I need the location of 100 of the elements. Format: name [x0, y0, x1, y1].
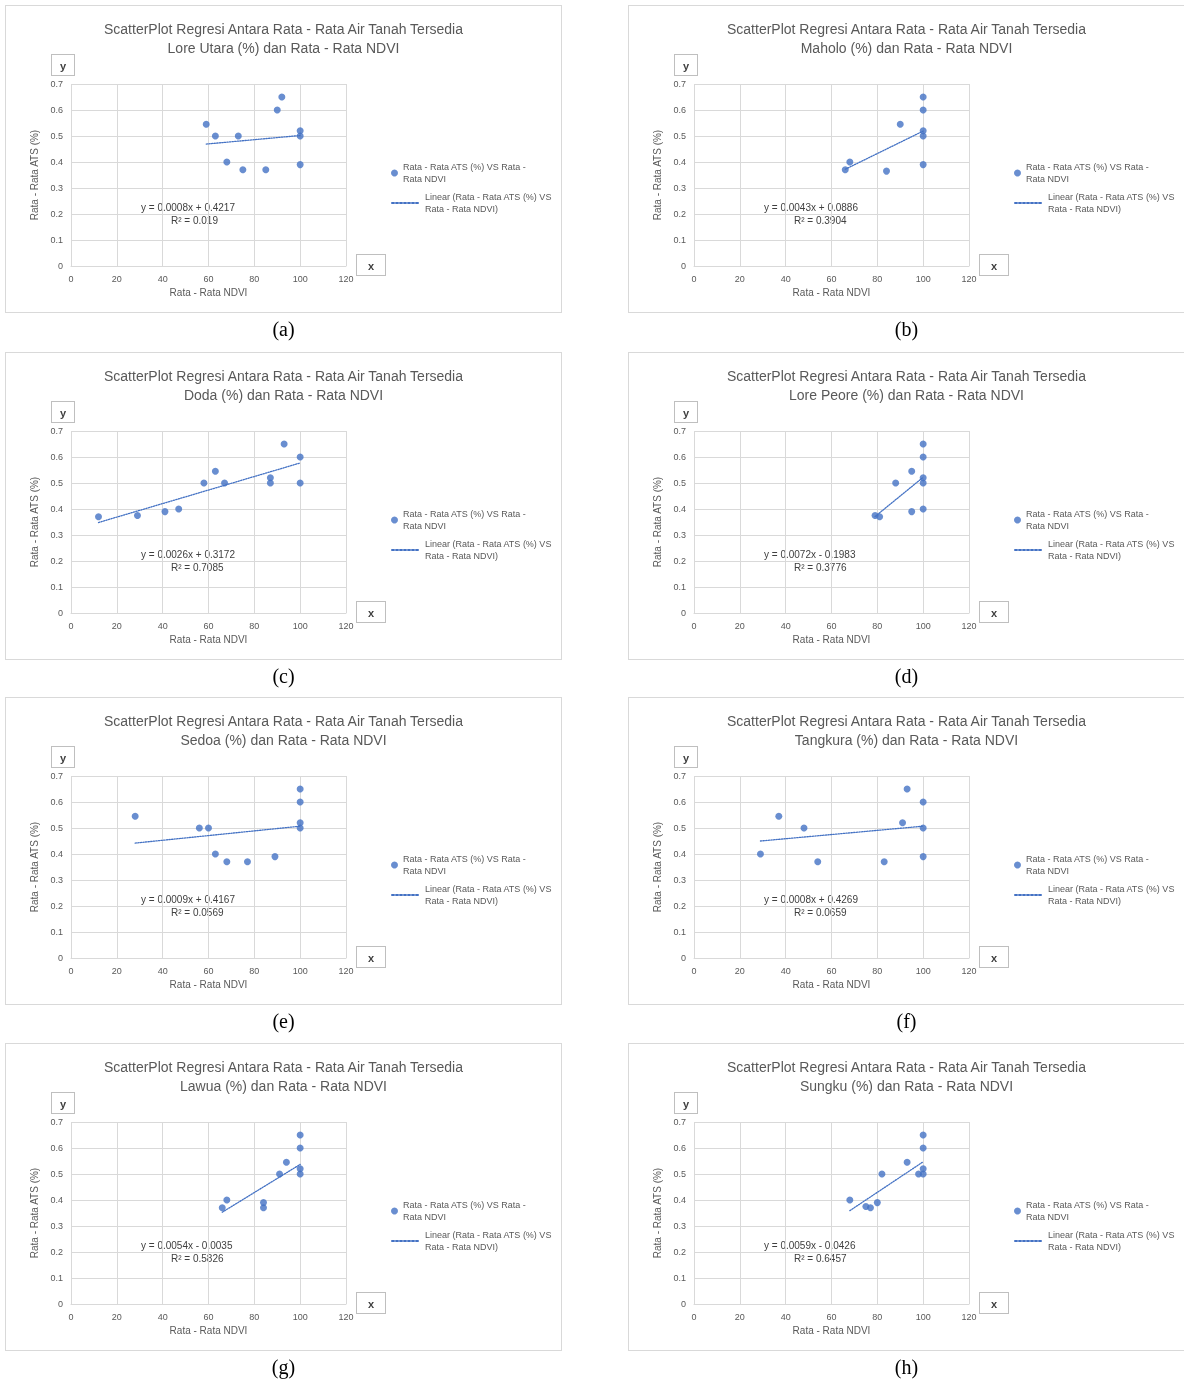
text: (b): [893, 318, 920, 341]
x-tick-label: 80: [872, 273, 883, 284]
x-tick-label: 0: [691, 1311, 697, 1322]
x-tick-label: 100: [915, 965, 931, 976]
x-axis-title: Rata - Rata NDVI: [169, 1325, 248, 1337]
x-tick-label: 60: [203, 1311, 214, 1322]
y-tick-label: 0.4: [673, 157, 686, 167]
x-tick-label: 0: [68, 620, 74, 631]
point: [919, 853, 927, 861]
point: [876, 513, 884, 521]
point: [161, 508, 169, 516]
y-tick-label: 0.7: [673, 1117, 686, 1127]
x-tick-label: 40: [780, 965, 791, 976]
y-tick-label: 0.6: [673, 452, 686, 462]
x-axis-title: Rata - Rata NDVI: [792, 979, 871, 991]
point: [841, 166, 849, 174]
x-axis-title: Rata - Rata NDVI: [792, 634, 871, 646]
x-tick-label: 20: [734, 965, 745, 976]
x-tick-label: 20: [111, 273, 122, 284]
x-tick-label: 60: [203, 965, 214, 976]
legend-label: Rata - Rata ATS (%) VS Rata - Rata NDVI: [1026, 509, 1152, 531]
legend-label: Rata - Rata ATS (%) VS Rata - Rata NDVI: [1026, 1200, 1152, 1222]
point: [756, 850, 764, 858]
text: (c): [271, 665, 296, 688]
y-tick-label: 0.2: [50, 1247, 63, 1257]
x-tick-label: 120: [961, 273, 977, 284]
x-axis-title: Rata - Rata NDVI: [169, 287, 248, 299]
y-tick-label: 0: [57, 1299, 63, 1309]
point: [880, 858, 888, 866]
y-tick-label: 0.6: [673, 797, 686, 807]
text: x: [356, 254, 386, 276]
text: x: [356, 946, 386, 968]
y-tick-label: 0.1: [673, 582, 686, 592]
y-tick-label: 0.7: [50, 426, 63, 436]
y-tick-label: 0.1: [673, 1273, 686, 1283]
legend-label: Rata - Rata ATS (%) VS Rata - Rata NDVI: [403, 854, 529, 876]
point: [260, 1204, 267, 1212]
x-tick-label: 40: [780, 273, 791, 284]
x-tick-label: 80: [872, 965, 883, 976]
x-tick-label: 40: [780, 620, 791, 631]
y-tick-label: 0.6: [50, 105, 63, 115]
point: [899, 819, 907, 827]
annotation: y = 0.0008x + 0.4269: [764, 893, 859, 905]
point: [175, 505, 183, 513]
y-axis-title: Rata - Rata ATS (%): [28, 129, 40, 221]
legend-label: Linear (Rata - Rata ATS (%) VS Rata - Rata NDVI): [425, 539, 554, 561]
annotation: y = 0.0059x - 0.0426: [764, 1239, 856, 1251]
text: x: [979, 254, 1009, 276]
point: [903, 1158, 911, 1166]
x-tick-label: 80: [872, 1311, 883, 1322]
text: y: [51, 746, 75, 768]
legend-label: Linear (Rata - Rata ATS (%) VS Rata - Rata NDVI): [425, 884, 554, 906]
y-tick-label: 0.1: [50, 1273, 63, 1283]
x-tick-label: 80: [249, 1311, 260, 1322]
x-tick-label: 60: [826, 620, 837, 631]
x-tick-label: 40: [780, 1311, 791, 1322]
annotation: R² = 0.6457: [794, 1252, 847, 1264]
annotation: R² = 0.3776: [794, 561, 847, 573]
y-tick-label: 0.5: [673, 823, 686, 833]
x-tick-label: 100: [292, 273, 308, 284]
legend-label: Rata - Rata ATS (%) VS Rata - Rata NDVI: [403, 162, 529, 184]
y-tick-label: 0.4: [50, 504, 63, 514]
y-tick-label: 0: [680, 608, 686, 618]
chart-title: ScatterPlot Regresi Antara Rata - Rata Air Tanah Tersedia Lawua (%) dan Rata - Rata NDVI: [103, 1058, 464, 1094]
legend-label: Linear (Rata - Rata ATS (%) VS Rata - Rata NDVI): [1048, 192, 1177, 214]
point: [814, 858, 822, 866]
x-tick-label: 0: [68, 1311, 74, 1322]
text: y: [51, 401, 75, 423]
legend-label: Rata - Rata ATS (%) VS Rata - Rata NDVI: [1026, 162, 1152, 184]
x-tick-label: 120: [338, 1311, 354, 1322]
y-tick-label: 0.6: [673, 105, 686, 115]
y-tick-label: 0.1: [50, 582, 63, 592]
point: [908, 508, 916, 516]
text: x: [979, 601, 1009, 623]
chart-title: ScatterPlot Regresi Antara Rata - Rata Air Tanah Tersedia Sungku (%) dan Rata - Rata NDVI: [726, 1058, 1087, 1094]
x-tick-label: 40: [157, 273, 168, 284]
annotation: R² = 0.5826: [171, 1252, 224, 1264]
y-tick-label: 0.2: [673, 901, 686, 911]
y-tick-label: 0.7: [673, 79, 686, 89]
y-tick-label: 0.3: [673, 183, 686, 193]
text: y: [674, 54, 698, 76]
text: y: [674, 401, 698, 423]
text: y: [51, 1092, 75, 1114]
y-tick-label: 0.1: [673, 235, 686, 245]
annotation: R² = 0.3904: [794, 214, 847, 226]
x-tick-label: 0: [68, 273, 74, 284]
y-tick-label: 0.6: [50, 452, 63, 462]
y-tick-label: 0.5: [50, 131, 63, 141]
x-tick-label: 120: [961, 965, 977, 976]
point: [223, 858, 231, 866]
x-tick-label: 60: [826, 1311, 837, 1322]
y-tick-label: 0.1: [50, 235, 63, 245]
y-tick-label: 0: [57, 261, 63, 271]
y-tick-label: 0.1: [673, 927, 686, 937]
point: [866, 1204, 874, 1212]
point: [133, 512, 141, 519]
x-tick-label: 120: [961, 620, 977, 631]
x-tick-label: 60: [203, 273, 214, 284]
x-tick-label: 40: [157, 1311, 168, 1322]
x-axis-title: Rata - Rata NDVI: [169, 979, 248, 991]
